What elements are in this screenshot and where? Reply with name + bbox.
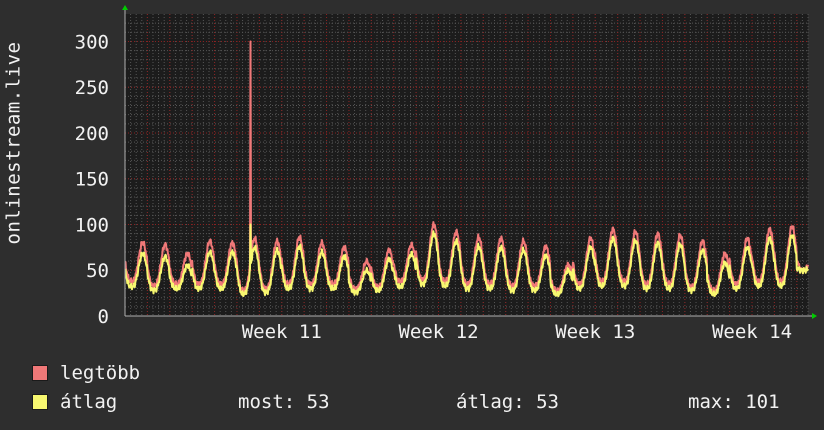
y-tick-label: 50 bbox=[86, 260, 109, 282]
x-tick-label: Week 12 bbox=[398, 321, 478, 343]
stat-average: átlag: 53 bbox=[456, 391, 559, 413]
y-tick-label: 100 bbox=[75, 214, 109, 236]
y-tick-label: 300 bbox=[75, 31, 109, 53]
y-tick-label: 200 bbox=[75, 123, 109, 145]
legend-item-average: átlag bbox=[32, 391, 117, 413]
y-tick-label: 150 bbox=[75, 169, 109, 191]
x-axis-arrow bbox=[812, 313, 817, 319]
legend-label-average: átlag bbox=[60, 391, 118, 413]
y-tick-label: 250 bbox=[75, 77, 109, 99]
legend-label-max: legtöbb bbox=[60, 362, 141, 384]
legend-swatch-average bbox=[32, 394, 48, 410]
line-chart: 0 50 100 150 200 250 300 Week 11 Week 12 Week 13 W… bbox=[75, 5, 817, 343]
x-tick-label: Week 11 bbox=[242, 321, 322, 343]
x-tick-label: Week 14 bbox=[712, 321, 792, 343]
series-line-average bbox=[124, 223, 809, 298]
stat-max: max: 101 bbox=[688, 391, 780, 413]
y-axis-label-text: onlinestream.live bbox=[2, 41, 24, 244]
legend-item-max: legtöbb bbox=[32, 362, 140, 384]
y-tick-label: 0 bbox=[98, 306, 109, 328]
stat-current: most: 53 bbox=[238, 391, 330, 413]
chart-area: 0 50 100 150 200 250 300 Week 11 Week 12 Week 13 W… bbox=[2, 5, 817, 343]
legend-swatch-max bbox=[32, 365, 48, 381]
y-axis-label: onlinestream.live bbox=[2, 5, 24, 280]
y-axis-arrow bbox=[122, 5, 128, 10]
x-tick-label: Week 13 bbox=[555, 321, 635, 343]
